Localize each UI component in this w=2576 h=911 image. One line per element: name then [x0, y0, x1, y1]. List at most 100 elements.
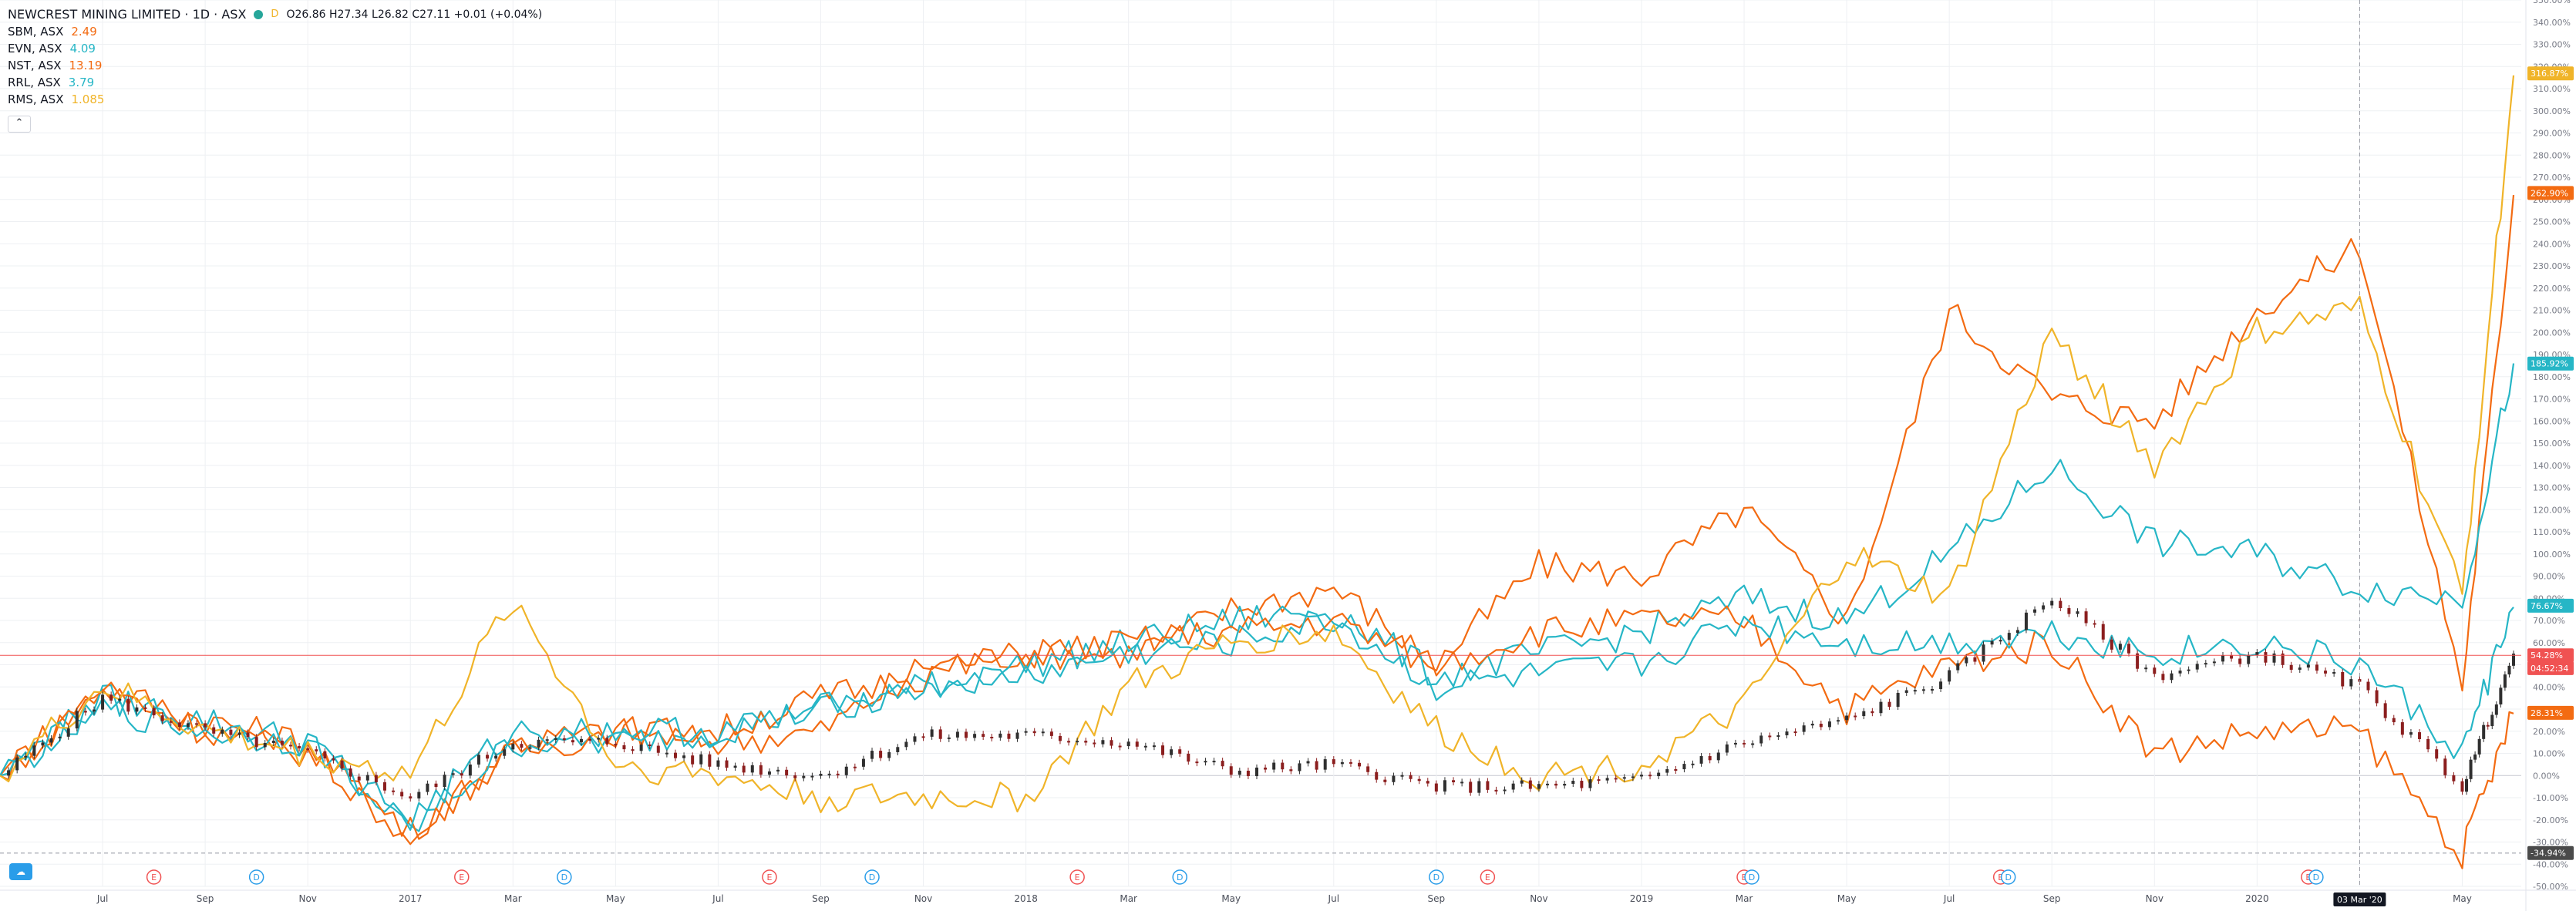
candle — [2473, 754, 2477, 760]
y-tick-label: 210.00% — [2533, 306, 2571, 316]
candle — [1024, 731, 1028, 733]
x-tick-label: Jul — [712, 893, 723, 904]
y-tick-label: 60.00% — [2533, 638, 2565, 648]
last-value-box — [2527, 598, 2574, 613]
candle — [955, 731, 959, 738]
event-marker-icon — [762, 869, 777, 885]
legend-name: NST, ASX — [8, 59, 62, 72]
series-line — [0, 75, 2515, 814]
candle — [2247, 654, 2251, 664]
candle — [1212, 761, 1216, 763]
candle — [1041, 731, 1045, 734]
candle — [1315, 761, 1318, 770]
event-marker-label: E — [766, 872, 772, 882]
tradingview-logo-icon[interactable]: ☁ — [9, 863, 32, 880]
candle — [2392, 718, 2396, 723]
candle — [648, 745, 652, 747]
candle — [2187, 669, 2190, 671]
candle — [2161, 674, 2165, 681]
candle — [597, 738, 601, 740]
candle — [2289, 664, 2293, 670]
y-tick-label: -50.00% — [2533, 882, 2568, 892]
candle — [588, 738, 592, 741]
legend-item[interactable]: RRL, ASX 3.79 — [8, 74, 542, 91]
y-tick-label: 150.00% — [2533, 439, 2571, 449]
candle — [1725, 744, 1729, 753]
candle — [66, 728, 70, 737]
candle — [1460, 782, 1464, 784]
candle — [1743, 742, 1746, 745]
candle — [1417, 778, 1421, 782]
candle — [1862, 711, 1866, 717]
legend-item[interactable]: RMS, ASX 1.085 — [8, 91, 542, 108]
candle — [861, 758, 865, 767]
legend-item[interactable]: NST, ASX 13.19 — [8, 57, 542, 74]
x-tick-label: Nov — [2146, 893, 2164, 904]
candle — [1221, 761, 1224, 767]
collapse-legend-button[interactable]: ⌃ — [8, 116, 31, 133]
event-marker-icon — [557, 869, 572, 885]
candle — [1759, 735, 1763, 744]
last-value-box — [2527, 661, 2574, 675]
candle — [1452, 780, 1456, 782]
event-marker-label: E — [1998, 872, 2003, 882]
candle — [1358, 762, 1362, 767]
x-tick-label: 2018 — [1014, 893, 1038, 904]
candle — [382, 782, 386, 791]
candle — [1622, 777, 1626, 779]
y-tick-label: 350.00% — [2533, 0, 2571, 5]
y-tick-label: 90.00% — [2533, 572, 2565, 582]
y-tick-label: 70.00% — [2533, 616, 2565, 626]
candle — [2281, 653, 2285, 665]
candle — [1178, 749, 1182, 754]
candle — [2230, 654, 2234, 659]
legend-item[interactable]: SBM, ASX 2.49 — [8, 23, 542, 40]
candle — [1477, 781, 1481, 793]
y-tick-label: -20.00% — [2533, 815, 2568, 825]
candle — [1546, 783, 1550, 785]
y-tick-label: 290.00% — [2533, 129, 2571, 139]
legend-item[interactable]: EVN, ASX 4.09 — [8, 40, 542, 57]
candle — [2315, 664, 2318, 671]
event-marker-icon — [1069, 869, 1085, 885]
candle — [2024, 612, 2028, 630]
candle — [2324, 671, 2328, 674]
x-tick-label: 2017 — [399, 893, 423, 904]
y-tick-label: 100.00% — [2533, 550, 2571, 560]
candle — [1887, 701, 1891, 708]
y-tick-label: 300.00% — [2533, 106, 2571, 116]
candle — [1904, 690, 1908, 693]
x-tick-label: Sep — [2043, 893, 2061, 904]
candle — [1486, 781, 1490, 790]
candle — [2127, 644, 2131, 654]
x-tick-label: Mar — [1736, 893, 1753, 904]
candle — [2375, 690, 2379, 704]
legend-value: 4.09 — [69, 42, 96, 55]
candle — [254, 737, 258, 748]
candle — [691, 755, 695, 765]
candle — [1639, 775, 1643, 777]
series-line — [0, 605, 2514, 869]
legend-name: EVN, ASX — [8, 42, 62, 55]
candle — [271, 740, 275, 743]
candle — [1563, 783, 1567, 786]
candle — [2221, 654, 2224, 662]
candle — [1032, 731, 1036, 734]
candle — [1682, 764, 1686, 770]
event-marker-icon — [2000, 869, 2016, 885]
candle — [2460, 781, 2464, 792]
candle — [1648, 775, 1652, 777]
candle — [2136, 653, 2140, 669]
candle — [1246, 770, 1250, 776]
candle — [2426, 738, 2430, 750]
candle — [998, 733, 1002, 738]
candle — [118, 698, 122, 701]
candle — [503, 749, 507, 756]
legend-value: 1.085 — [71, 92, 105, 106]
candle — [1580, 781, 1584, 788]
candle — [2067, 608, 2071, 614]
last-value-label: 185.92% — [2531, 359, 2568, 369]
candle — [2366, 681, 2370, 691]
